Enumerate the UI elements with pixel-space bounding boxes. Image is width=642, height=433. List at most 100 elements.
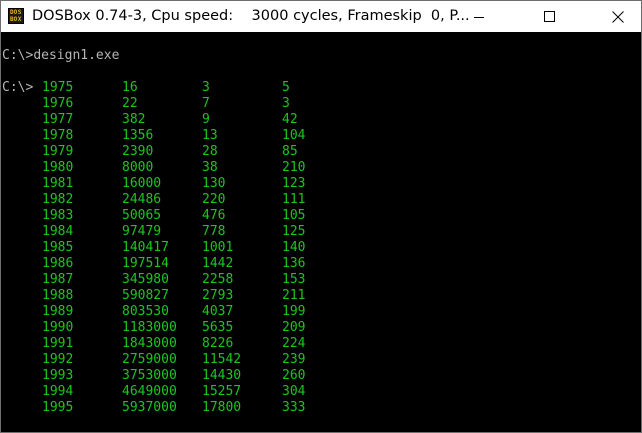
output-cell: 28 [202,144,218,159]
output-cell: 130 [202,176,226,191]
output-cell: 14430 [202,368,242,383]
output-cell: 1183000 [122,320,177,335]
console-area[interactable]: C:\>design1.exe C:\> 1975 16 3 5 1976 22 7 3 197… [1,32,641,432]
output-cell: 1981 [42,176,74,191]
prompt: C:\> [2,80,34,95]
output-cell: 1979 [42,144,74,159]
output-cell: 1356 [122,128,154,143]
output-cell: 1984 [42,224,74,239]
output-cell: 5 [282,80,290,95]
output-cell: 11542 [202,352,242,367]
output-cell: 1988 [42,288,74,303]
output-cell: 153 [282,272,306,287]
output-cell: 16 [122,80,138,95]
output-cell: 1993 [42,368,74,383]
icon-letters: X [17,16,22,23]
output-cell: 1991 [42,336,74,351]
output-cell: 1977 [42,112,74,127]
output-cell: 210 [282,160,306,175]
output-cell: 1987 [42,272,74,287]
output-cell: 85 [282,144,298,159]
output-cell: 1980 [42,160,74,175]
output-cell: 4037 [202,304,234,319]
output-cell: 1843000 [122,336,177,351]
output-cell: 125 [282,224,306,239]
output-cell: 15257 [202,384,242,399]
output-cell: 24486 [122,192,162,207]
output-cell: 97479 [122,224,162,239]
output-cell: 304 [282,384,306,399]
output-cell: 2793 [202,288,234,303]
output-cell: 590827 [122,288,169,303]
output-cell: 123 [282,176,306,191]
output-cell: 17800 [202,400,242,415]
output-cell: 3 [282,96,290,111]
output-cell: 111 [282,192,306,207]
icon-letters: BO [10,16,18,23]
output-cell: 1983 [42,208,74,223]
output-cell: 1992 [42,352,74,367]
output-cell: 260 [282,368,306,383]
minimize-icon [474,17,484,18]
output-cell: 140 [282,240,306,255]
output-cell: 1976 [42,96,74,111]
output-cell: 8000 [122,160,154,175]
output-cell: 3753000 [122,368,177,383]
output-cell: 50065 [122,208,162,223]
dosbox-icon[interactable]: DO S BO X [8,8,24,24]
output-cell: 239 [282,352,306,367]
output-cell: 1982 [42,192,74,207]
output-cell: 3 [202,80,210,95]
output-cell: 16000 [122,176,162,191]
output-cell: 105 [282,208,306,223]
output-cell: 211 [282,288,306,303]
maximize-icon [544,11,555,22]
output-cell: 1995 [42,400,74,415]
output-cell: 38 [202,160,218,175]
output-cell: 1989 [42,304,74,319]
output-cell: 140417 [122,240,169,255]
output-cell: 4649000 [122,384,177,399]
command-line: C:\>design1.exe [2,48,119,64]
output-cell: 1985 [42,240,74,255]
output-cell: 209 [282,320,306,335]
output-cell: 7 [202,96,210,111]
output-cell: 2390 [122,144,154,159]
icon-letters: S [17,9,22,16]
output-cell: 1978 [42,128,74,143]
output-cell: 1975 [42,80,74,95]
prompt: C:\> [2,48,34,63]
command-text: design1.exe [33,48,120,63]
minimize-button[interactable] [456,1,502,32]
output-cell: 2258 [202,272,234,287]
title-bar[interactable]: DO S BO X DOSBox 0.74-3, Cpu speed: 3000… [1,1,641,32]
output-cell: 345980 [122,272,169,287]
output-cell: 136 [282,256,306,271]
output-cell: 5937000 [122,400,177,415]
output-cell: 1990 [42,320,74,335]
output-cell: 199 [282,304,306,319]
output-cell: 1986 [42,256,74,271]
output-cell: 5635 [202,320,234,335]
output-cell: 8226 [202,336,234,351]
output-cell: 13 [202,128,218,143]
output-cell: 42 [282,112,298,127]
output-cell: 9 [202,112,210,127]
output-cell: 1001 [202,240,234,255]
maximize-button[interactable] [526,1,572,32]
output-cell: 382 [122,112,146,127]
output-cell: 2759000 [122,352,177,367]
output-cell: 778 [202,224,226,239]
output-cell: 224 [282,336,306,351]
window-title: DOSBox 0.74-3, Cpu speed: 3000 cycles, F… [32,8,470,24]
output-cell: 220 [202,192,226,207]
output-cell: 22 [122,96,138,111]
output-cell: 476 [202,208,226,223]
output-cell: 104 [282,128,306,143]
output-cell: 1442 [202,256,234,271]
output-cell: 197514 [122,256,169,271]
output-cell: 1994 [42,384,74,399]
close-button[interactable] [595,1,641,32]
close-icon [612,11,624,23]
